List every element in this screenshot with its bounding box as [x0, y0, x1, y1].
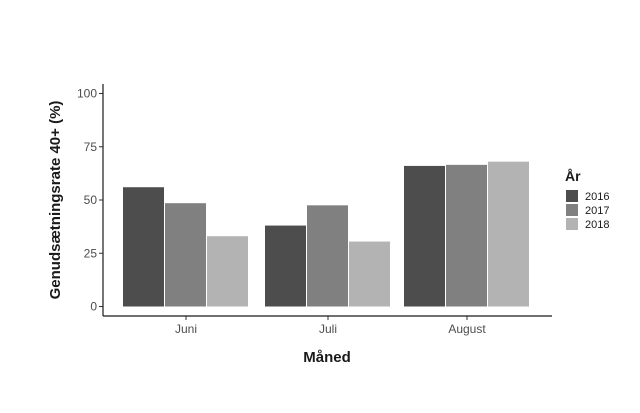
- legend-swatch-2018: [566, 218, 578, 230]
- y-tick-label: 75: [84, 140, 98, 154]
- bar-juni-2018: [207, 236, 248, 307]
- x-axis-ticks: Juni Juli August: [175, 316, 486, 336]
- bar-juli-2018: [349, 241, 390, 307]
- x-tick-label: Juni: [175, 322, 197, 336]
- bar-juni-2016: [123, 187, 164, 307]
- bar-august-2018: [488, 161, 529, 307]
- y-tick-label: 50: [84, 193, 98, 207]
- legend-label-2018: 2018: [585, 219, 609, 231]
- bar-august-2017: [446, 164, 487, 307]
- y-tick-label: 25: [84, 246, 98, 260]
- y-axis-ticks: 0 25 50 75 100: [77, 87, 103, 314]
- bar-juli-2016: [265, 225, 306, 307]
- bar-august-2016: [404, 165, 445, 307]
- bar-juni-2017: [165, 203, 206, 307]
- legend-label-2017: 2017: [585, 205, 609, 217]
- bar-juli-2017: [307, 205, 348, 307]
- legend-swatch-2017: [566, 204, 578, 216]
- x-tick-label: Juli: [319, 322, 337, 336]
- legend-swatch-2016: [566, 190, 578, 202]
- legend-label-2016: 2016: [585, 191, 609, 203]
- y-tick-label: 100: [77, 87, 97, 101]
- x-tick-label: August: [448, 322, 486, 336]
- legend: År 2016 2017 2018: [565, 168, 609, 231]
- bars-group: [123, 161, 529, 307]
- x-axis-title: Måned: [303, 349, 351, 366]
- y-tick-label: 0: [90, 300, 97, 314]
- legend-title: År: [565, 168, 581, 184]
- y-axis-title: Genudsætningsrate 40+ (%): [47, 101, 64, 300]
